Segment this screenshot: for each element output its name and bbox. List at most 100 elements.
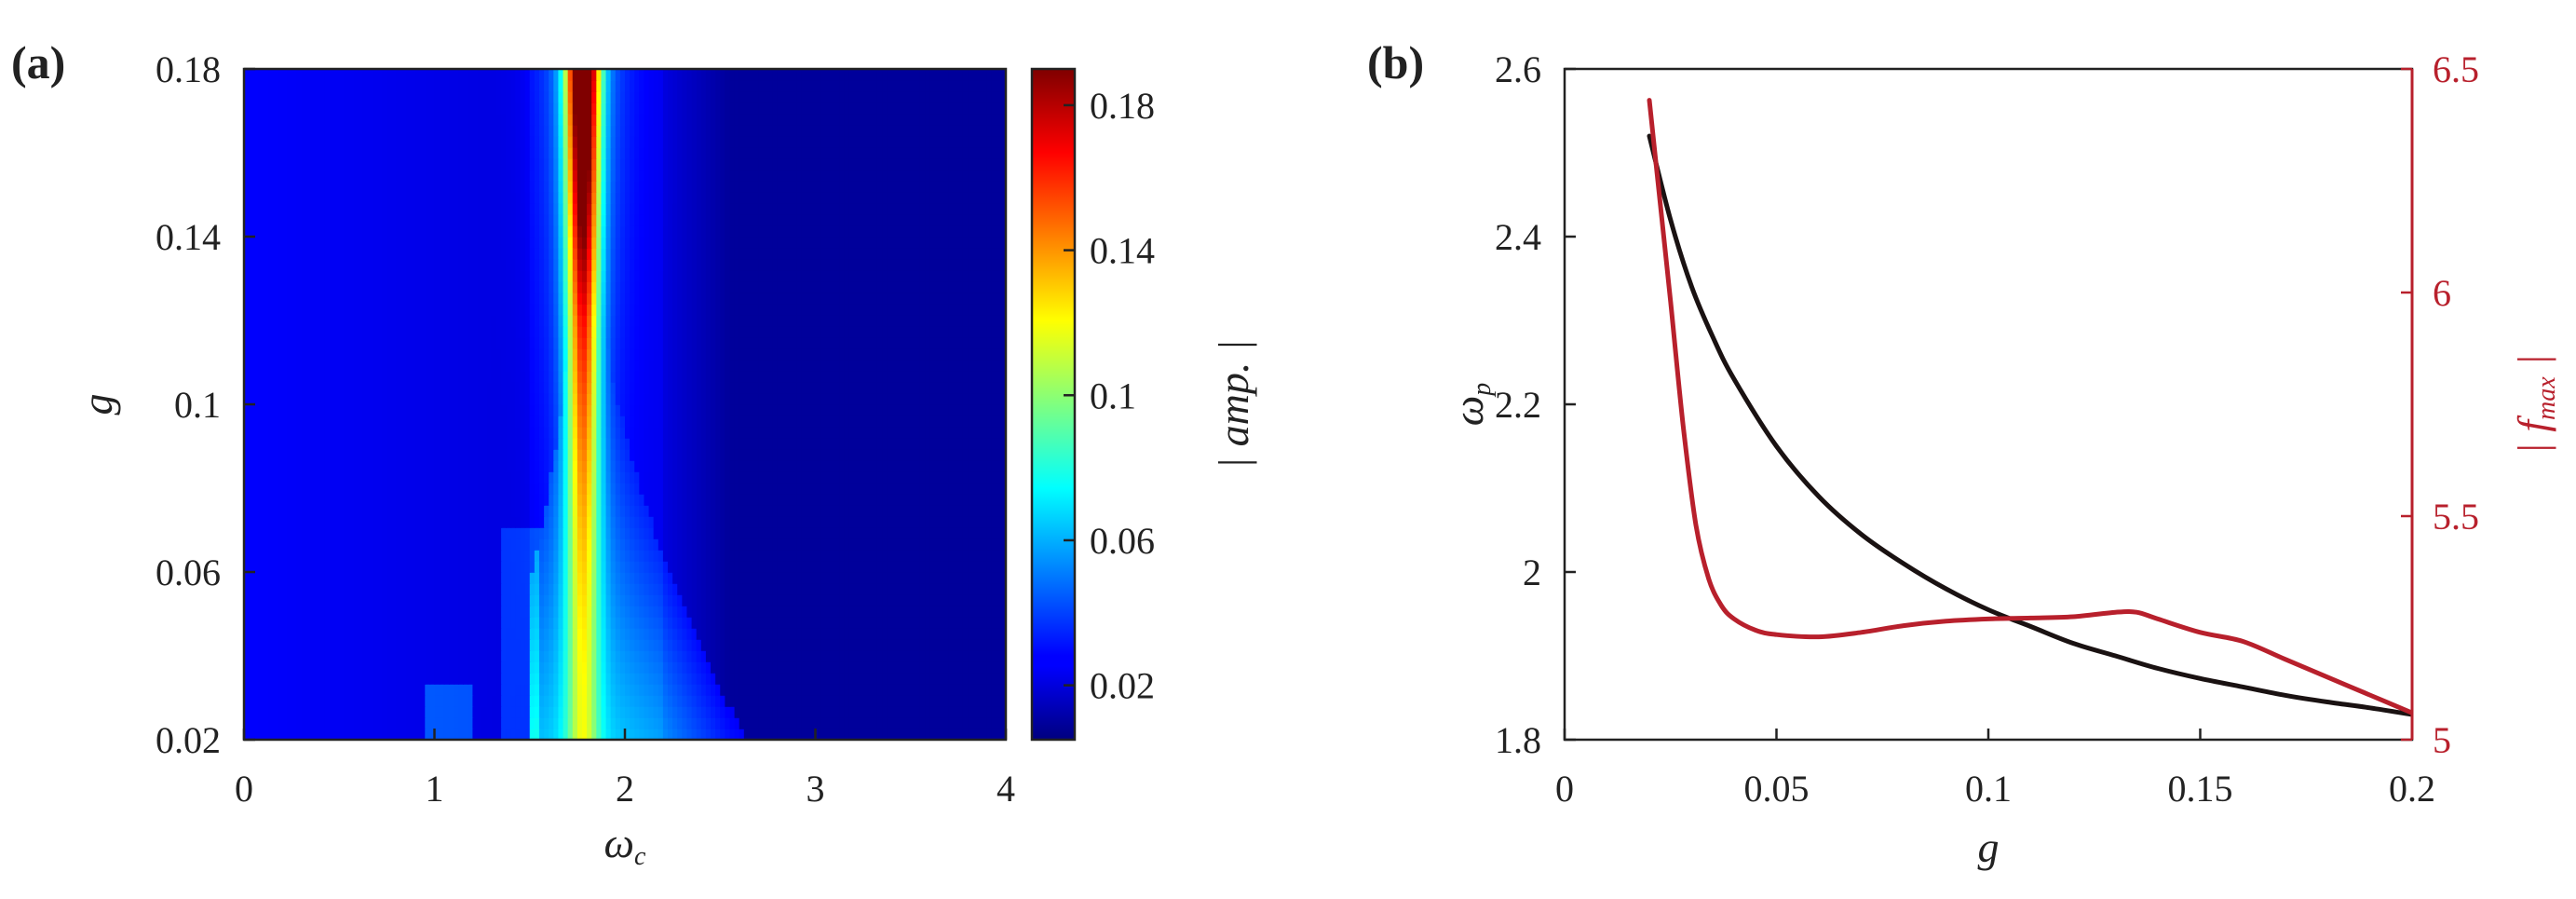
heatmap-cell bbox=[630, 527, 636, 539]
heatmap-cell bbox=[711, 583, 716, 595]
heatmap-cell bbox=[691, 438, 698, 450]
heatmap-cell bbox=[824, 404, 831, 416]
heatmap-cell bbox=[353, 639, 359, 651]
heatmap-cell bbox=[420, 706, 427, 718]
heatmap-cell bbox=[648, 404, 655, 416]
heatmap-cell bbox=[619, 706, 626, 718]
heatmap-cell bbox=[315, 505, 321, 517]
heatmap-cell bbox=[644, 404, 650, 416]
heatmap-cell bbox=[806, 427, 812, 439]
heatmap-cell bbox=[272, 516, 278, 528]
heatmap-cell bbox=[767, 583, 774, 595]
heatmap-cell bbox=[373, 427, 378, 439]
heatmap-cell bbox=[686, 538, 693, 551]
heatmap-cell bbox=[834, 550, 840, 562]
heatmap-cell bbox=[339, 382, 346, 394]
heatmap-cell bbox=[1000, 572, 1006, 584]
heatmap-cell bbox=[534, 538, 540, 551]
heatmap-cell bbox=[925, 460, 930, 472]
heatmap-cell bbox=[648, 628, 655, 640]
heatmap-cell bbox=[410, 516, 416, 528]
heatmap-cell bbox=[400, 550, 407, 562]
heatmap-cell bbox=[353, 494, 359, 506]
heatmap-cell bbox=[296, 382, 303, 394]
heatmap-cell bbox=[396, 516, 402, 528]
heatmap-cell bbox=[876, 538, 883, 551]
heatmap-cell bbox=[567, 471, 574, 484]
heatmap-cell bbox=[353, 628, 359, 640]
heatmap-cell bbox=[876, 617, 883, 629]
heatmap-cell bbox=[896, 706, 902, 718]
heatmap-cell bbox=[301, 628, 307, 640]
heatmap-cell bbox=[272, 527, 278, 539]
heatmap-cell bbox=[610, 505, 617, 517]
heatmap-cell bbox=[876, 516, 883, 528]
heatmap-cell bbox=[753, 606, 759, 618]
heatmap-cell bbox=[1000, 415, 1006, 428]
heatmap-cell bbox=[844, 505, 850, 517]
heatmap-cell bbox=[686, 483, 693, 495]
heatmap-cell bbox=[991, 594, 997, 606]
heatmap-cell bbox=[486, 695, 493, 707]
heatmap-cell bbox=[610, 393, 617, 405]
heatmap-cell bbox=[781, 516, 788, 528]
heatmap-cell bbox=[386, 617, 393, 629]
heatmap-cell bbox=[448, 505, 454, 517]
heatmap-cell bbox=[763, 415, 769, 428]
heatmap-cell bbox=[373, 639, 378, 651]
heatmap-cell bbox=[986, 550, 993, 562]
heatmap-cell bbox=[991, 516, 997, 528]
heatmap-cell bbox=[767, 695, 774, 707]
heatmap-cell bbox=[639, 572, 645, 584]
heatmap-cell bbox=[644, 594, 650, 606]
heatmap-cell bbox=[468, 606, 474, 618]
heatmap-cell bbox=[558, 516, 564, 528]
heatmap-cell bbox=[520, 516, 526, 528]
heatmap-cell bbox=[267, 494, 274, 506]
heatmap-cell bbox=[258, 449, 264, 461]
heatmap-cell bbox=[658, 661, 664, 674]
heatmap-cell bbox=[887, 494, 893, 506]
heatmap-cell bbox=[725, 583, 731, 595]
heatmap-cell bbox=[244, 695, 250, 707]
heatmap-cell bbox=[672, 460, 679, 472]
heatmap-cell bbox=[934, 505, 941, 517]
heatmap-cell bbox=[644, 415, 650, 428]
heatmap-cell bbox=[425, 717, 431, 729]
heatmap-cell bbox=[301, 438, 307, 450]
heatmap-cell bbox=[972, 494, 979, 506]
heatmap-cell bbox=[468, 661, 474, 674]
heatmap-cell bbox=[867, 729, 874, 740]
heatmap-cell bbox=[991, 404, 997, 416]
heatmap-cell bbox=[725, 427, 731, 439]
heatmap-cell bbox=[486, 527, 493, 539]
heatmap-cell bbox=[334, 661, 341, 674]
heatmap-cell bbox=[481, 583, 488, 595]
heatmap-cell bbox=[668, 684, 673, 696]
heatmap-cell bbox=[529, 415, 536, 428]
heatmap-cell bbox=[711, 404, 716, 416]
heatmap-cell bbox=[720, 516, 726, 528]
heatmap-cell bbox=[901, 483, 907, 495]
heatmap-cell bbox=[791, 572, 797, 584]
heatmap-cell bbox=[691, 516, 698, 528]
heatmap-cell bbox=[815, 538, 821, 551]
heatmap-cell bbox=[948, 471, 955, 484]
heatmap-cell bbox=[767, 483, 774, 495]
heatmap-cell bbox=[1000, 505, 1006, 517]
heatmap-cell bbox=[486, 684, 493, 696]
heatmap-cell bbox=[929, 583, 936, 595]
heatmap-cell bbox=[576, 449, 583, 461]
heatmap-cell bbox=[348, 538, 355, 551]
heatmap-cell bbox=[510, 650, 517, 662]
heatmap-cell bbox=[410, 415, 416, 428]
heatmap-cell bbox=[596, 427, 603, 439]
heatmap-cell bbox=[296, 427, 303, 439]
heatmap-cell bbox=[910, 695, 916, 707]
heatmap-cell bbox=[686, 415, 693, 428]
heatmap-cell bbox=[486, 594, 493, 606]
heatmap-cell bbox=[591, 717, 598, 729]
heatmap-cell bbox=[748, 583, 754, 595]
heatmap-cell bbox=[468, 494, 474, 506]
heatmap-cell bbox=[619, 561, 626, 573]
